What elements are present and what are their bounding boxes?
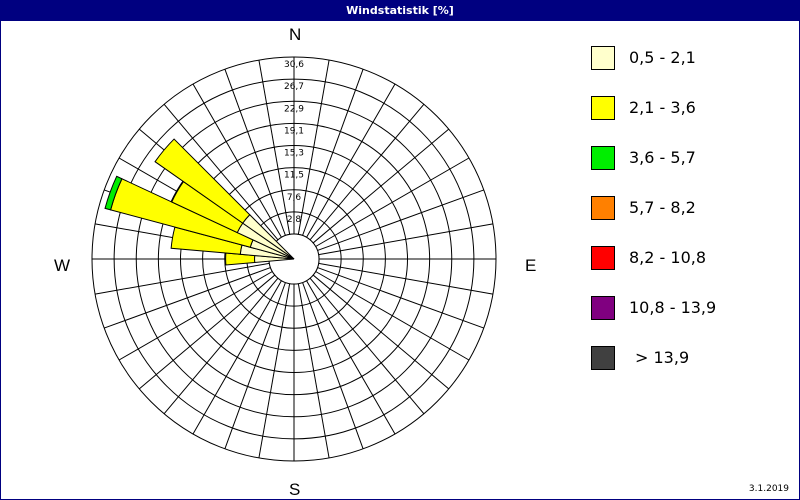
direction-east-label: E [525, 256, 537, 275]
grid-spoke [104, 267, 271, 329]
wind-sector-segment [154, 138, 251, 224]
grid-spoke [312, 274, 450, 390]
direction-west-label: W [54, 256, 71, 275]
grid-spoke [163, 103, 279, 241]
grid-spoke [163, 277, 279, 415]
legend-swatch [591, 196, 615, 220]
ring-labels: 2,8 7,6 11,5 15,3 19,1 22,9 26,7 30,6 [284, 60, 304, 225]
legend-swatch [591, 96, 615, 120]
grid-spoke [138, 274, 276, 390]
wind-rose-chart: 2,8 7,6 11,5 15,3 19,1 22,9 26,7 30,6 [91, 56, 497, 462]
polar-grid [91, 56, 497, 462]
legend-label: 0,5 - 2,1 [629, 48, 696, 67]
ring-label: 26,7 [284, 82, 304, 92]
legend-item: 3,6 - 5,7 [591, 145, 791, 173]
grid-spoke [315, 271, 470, 361]
grid-spoke [317, 267, 484, 329]
legend-item: 8,2 - 10,8 [591, 245, 791, 273]
grid-spoke [302, 282, 364, 449]
legend-swatch [591, 146, 615, 170]
grid-spoke [306, 280, 396, 435]
legend-item: 5,7 - 8,2 [591, 195, 791, 223]
direction-south-label: S [289, 480, 301, 499]
legend-swatch [591, 246, 615, 270]
grid-spoke [306, 83, 396, 238]
grid-spoke [297, 59, 330, 235]
chart-title: Windstatistik [%] [1, 1, 799, 21]
legend-swatch [591, 346, 615, 370]
grid-spoke [192, 280, 282, 435]
grid-spoke [118, 271, 273, 361]
wind-sectors [104, 138, 295, 266]
grid-spoke [297, 283, 330, 459]
date-stamp: 3.1.2019 [748, 484, 789, 494]
ring-label: 22,9 [284, 104, 304, 114]
grid-spoke [318, 262, 494, 295]
ring-label: 2,8 [287, 215, 302, 225]
legend-label: 2,1 - 3,6 [629, 98, 696, 117]
legend-label: 3,6 - 5,7 [629, 148, 696, 167]
grid-spoke [94, 262, 270, 295]
grid-spoke [318, 223, 494, 256]
grid-spoke [258, 283, 291, 459]
grid-spoke [309, 277, 425, 415]
legend-label: 5,7 - 8,2 [629, 198, 696, 217]
ring-label: 19,1 [284, 126, 304, 136]
ring-label: 30,6 [284, 60, 304, 70]
ring-label: 7,6 [287, 193, 302, 203]
legend-item: > 13,9 [591, 345, 791, 373]
ring-label: 11,5 [284, 171, 304, 181]
wind-sector-segment [104, 175, 123, 211]
grid-spoke [192, 83, 282, 238]
legend-item: 10,8 - 13,9 [591, 295, 791, 323]
legend-swatch [591, 296, 615, 320]
legend-item: 2,1 - 3,6 [591, 95, 791, 123]
legend-label: 8,2 - 10,8 [629, 248, 707, 267]
legend-label: 10,8 - 13,9 [629, 298, 717, 317]
ring-label: 15,3 [284, 149, 304, 159]
direction-north-label: N [289, 25, 302, 44]
grid-spoke [224, 69, 286, 236]
legend-label: > 13,9 [635, 348, 690, 367]
grid-spoke [258, 59, 291, 235]
grid-spoke [315, 157, 470, 247]
grid-spoke [302, 69, 364, 236]
grid-spoke [309, 103, 425, 241]
grid-spoke [224, 282, 286, 449]
legend-swatch [591, 46, 615, 70]
grid-spoke [317, 189, 484, 251]
legend-item: 0,5 - 2,1 [591, 45, 791, 73]
grid-spoke [312, 128, 450, 244]
